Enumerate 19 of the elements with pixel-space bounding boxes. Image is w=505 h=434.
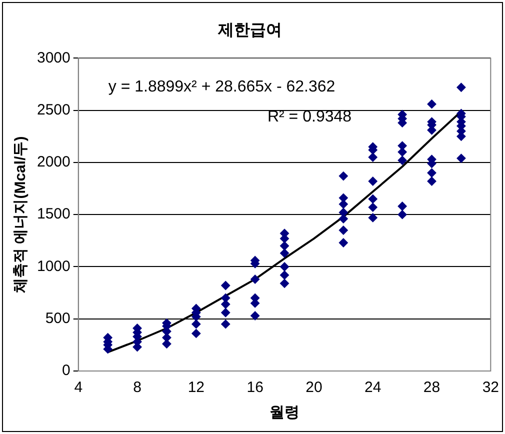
y-axis-title: 체축적 에너지(Mcal/두) (12, 136, 30, 294)
y-tick-label: 2000 (36, 154, 70, 171)
x-axis-title: 월령 (270, 404, 300, 422)
annotation: y = 1.8899x² + 28.665x - 62.362 (108, 78, 336, 96)
y-tick-label: 1000 (36, 258, 70, 275)
x-tick-label: 28 (423, 379, 440, 396)
x-tick-label: 12 (188, 379, 205, 396)
x-tick-label: 24 (364, 379, 382, 396)
y-tick-label: 1500 (36, 206, 70, 223)
x-tick-label: 8 (133, 379, 142, 396)
chart-title: 제한급여 (217, 22, 282, 40)
y-tick-label: 500 (45, 310, 70, 328)
x-tick-label: 32 (482, 379, 499, 396)
y-tick-label: 0 (62, 362, 70, 380)
y-tick-label: 3000 (36, 49, 70, 66)
x-tick-label: 16 (246, 379, 264, 396)
y-tick-label: 2500 (36, 101, 70, 118)
x-tick-label: 20 (306, 379, 322, 396)
x-tick-label: 4 (74, 379, 83, 396)
